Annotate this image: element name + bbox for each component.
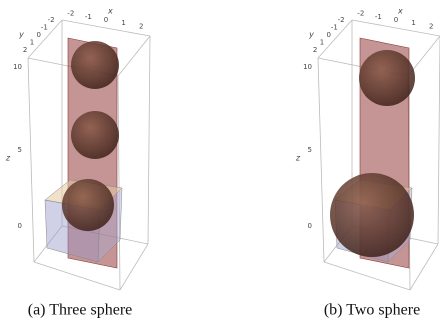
box-edge <box>148 36 150 244</box>
z-tick-label: 0 <box>18 222 22 230</box>
z-tick-label: 5 <box>18 146 22 154</box>
box-edge <box>318 58 324 262</box>
x-tick-label: -2 <box>67 10 74 18</box>
sphere <box>62 179 114 231</box>
y-tick-label: -1 <box>41 23 48 31</box>
box-edge <box>324 262 410 290</box>
y-tick-label: 2 <box>23 46 27 54</box>
x-tick-label: 1 <box>121 19 125 27</box>
y-tick-label: 1 <box>30 39 34 47</box>
z-axis-label: z <box>5 154 11 163</box>
x-tick-label: -1 <box>85 13 92 21</box>
x-axis-label: x <box>107 6 113 15</box>
z-axis-label: z <box>295 154 301 163</box>
x-tick-label: -2 <box>357 10 364 18</box>
sphere <box>359 50 415 106</box>
sphere <box>330 173 414 257</box>
y-tick-label: -1 <box>331 23 338 31</box>
box-edge <box>118 76 120 290</box>
x-tick-label: 1 <box>411 19 415 27</box>
figure: -2-1012x210-1-2y1050z(a) Three sphere-2-… <box>0 0 440 329</box>
x-axis-label: x <box>397 6 403 15</box>
y-tick-label: 2 <box>313 46 317 54</box>
box-edge <box>120 244 148 290</box>
y-tick-label: -2 <box>48 16 55 24</box>
z-tick-label: 10 <box>13 63 22 71</box>
box-edge <box>410 244 438 290</box>
z-tick-label: 10 <box>303 63 312 71</box>
x-tick-label: -1 <box>375 13 382 21</box>
x-tick-label: 2 <box>429 22 433 30</box>
caption: (b) Two sphere <box>324 302 420 319</box>
z-tick-label: 0 <box>308 222 312 230</box>
box-edge <box>118 36 150 76</box>
y-tick-label: 1 <box>320 39 324 47</box>
y-axis-label: y <box>18 30 24 39</box>
y-tick-label: 0 <box>327 31 331 39</box>
caption: (a) Three sphere <box>28 302 133 319</box>
x-tick-label: 0 <box>104 16 108 24</box>
sphere <box>71 111 119 159</box>
z-tick-label: 5 <box>308 146 312 154</box>
y-axis-label: y <box>308 30 314 39</box>
x-tick-label: 2 <box>139 22 143 30</box>
y-tick-label: -2 <box>338 16 345 24</box>
x-tick-label: 0 <box>394 16 398 24</box>
y-tick-label: 0 <box>37 31 41 39</box>
box-edge <box>28 58 34 262</box>
sphere <box>71 41 119 89</box>
